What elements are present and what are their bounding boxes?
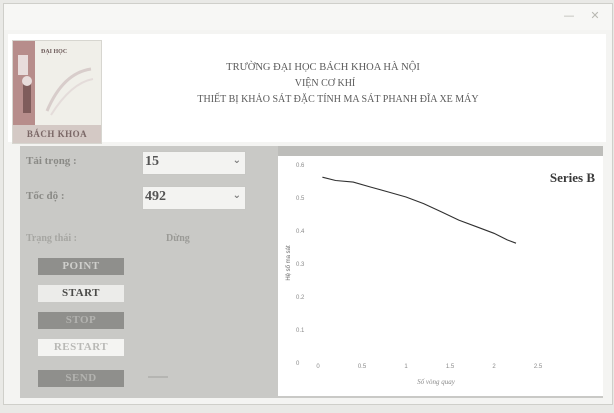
stop-button[interactable]: STOP	[38, 312, 124, 329]
send-status-indicator	[148, 376, 168, 378]
y-tick-label: 0.6	[296, 163, 305, 169]
load-label: Tải trọng :	[26, 155, 77, 167]
chart-canvas: 0 0.1 0.2 0.3 0.4 0.5 0.6 0 0.5 1 1.5 2 2.5 Số vòng q…	[286, 163, 543, 386]
chart-top-strip	[278, 146, 603, 156]
speed-select[interactable]: 492 ⌄	[142, 186, 246, 210]
x-tick-label: 2.5	[534, 364, 543, 370]
y-tick-label: 0.4	[296, 229, 305, 235]
university-logo: ĐẠI HỌC BÁCH KHOA	[12, 40, 102, 144]
load-value: 15	[145, 154, 159, 169]
point-button[interactable]: POINT	[38, 258, 124, 275]
header-title-line2: VIỆN CƠ KHÍ	[294, 78, 356, 89]
x-tick-label: 0	[316, 364, 320, 370]
send-button[interactable]: SEND	[38, 370, 124, 387]
y-tick-label: 0.3	[296, 262, 305, 268]
chevron-down-icon: ⌄	[232, 155, 241, 166]
legend-series-b: Series B	[549, 170, 595, 185]
x-tick-label: 2	[492, 364, 496, 370]
y-tick-label: 0	[296, 361, 300, 367]
friction-chart: 0 0.1 0.2 0.3 0.4 0.5 0.6 0 0.5 1 1.5 2 2.5 Số vòng q…	[278, 156, 603, 396]
x-tick-label: 1	[404, 364, 408, 370]
title-bar: — ✕	[4, 4, 612, 30]
x-tick-label: 1.5	[446, 364, 455, 370]
x-tick-label: 0.5	[358, 364, 367, 370]
restart-button[interactable]: RESTART	[38, 339, 124, 356]
load-select[interactable]: 15 ⌄	[142, 151, 246, 175]
close-icon[interactable]: ✕	[590, 9, 600, 22]
speed-value: 492	[145, 189, 166, 204]
y-tick-label: 0.2	[296, 295, 305, 301]
y-tick-label: 0.1	[296, 328, 305, 334]
y-axis-label: Hệ số ma sát	[286, 245, 292, 281]
status-label: Trạng thái :	[26, 233, 77, 244]
x-axis-label: Số vòng quay	[417, 378, 456, 386]
header-title-line3: THIẾT BỊ KHẢO SÁT ĐẶC TÍNH MA SÁT PHANH …	[197, 94, 479, 105]
chevron-down-icon: ⌄	[232, 190, 241, 201]
speed-label: Tốc độ :	[26, 190, 65, 202]
start-button[interactable]: START	[38, 285, 124, 302]
header-title-line1: TRƯỜNG ĐẠI HỌC BÁCH KHOA HÀ NỘI	[226, 62, 420, 73]
y-tick-label: 0.5	[296, 196, 305, 202]
header-banner: ĐẠI HỌC BÁCH KHOA TRƯỜNG ĐẠI HỌC BÁCH KH…	[8, 34, 606, 144]
series-b-line	[322, 176, 517, 244]
minimize-icon[interactable]: —	[563, 9, 575, 22]
status-value: Dừng	[166, 233, 190, 244]
